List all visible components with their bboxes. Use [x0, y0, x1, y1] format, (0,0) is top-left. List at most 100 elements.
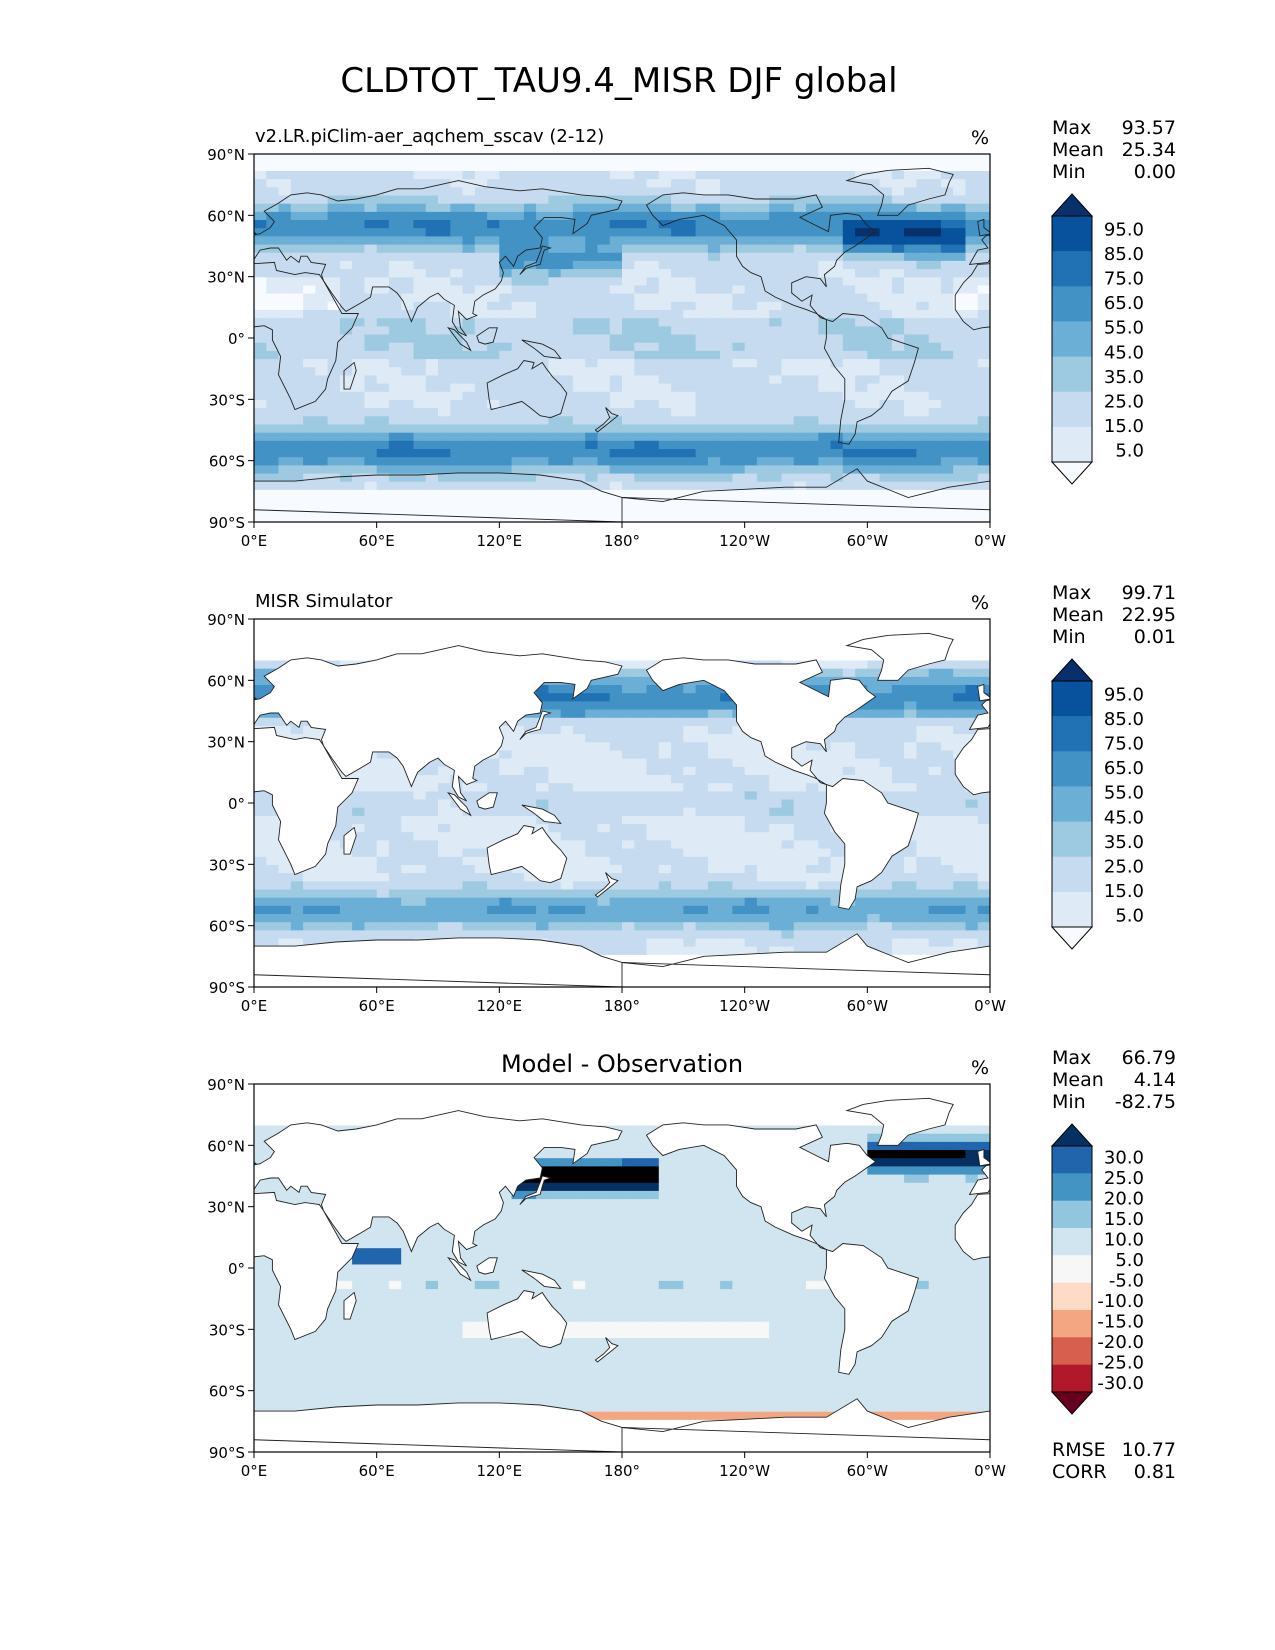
field-cell — [658, 407, 672, 417]
field-cell — [818, 407, 832, 417]
field-cell — [928, 513, 942, 522]
field-cell — [744, 921, 758, 931]
field-cell — [940, 194, 954, 204]
field-cell — [560, 194, 574, 204]
field-cell — [462, 905, 476, 914]
field-cell — [487, 219, 500, 229]
field-cell — [781, 186, 795, 196]
field-cell — [388, 807, 402, 816]
field-cell — [315, 317, 329, 327]
field-cell — [523, 758, 537, 767]
field-cell — [965, 440, 979, 449]
field-cell — [487, 456, 500, 466]
field-cell — [781, 268, 795, 278]
field-cell — [609, 749, 623, 759]
field-cell — [977, 342, 990, 351]
field-cell — [756, 317, 770, 327]
field-cell — [266, 317, 280, 327]
field-cell — [536, 211, 549, 220]
field-cell — [376, 333, 390, 343]
field-cell — [646, 301, 660, 310]
field-cell — [830, 472, 844, 482]
field-cell — [413, 235, 427, 245]
field-cell — [720, 317, 733, 327]
field-cell — [683, 497, 697, 507]
field-cell — [266, 440, 280, 449]
field-cell — [867, 260, 881, 270]
field-cell — [609, 741, 623, 751]
field-cell — [266, 407, 280, 417]
field-cell — [818, 374, 832, 384]
field-cell — [781, 464, 795, 474]
field-cell — [953, 978, 967, 987]
field-cell — [634, 260, 648, 270]
field-cell — [695, 962, 709, 972]
field-cell — [769, 456, 783, 466]
field-cell — [401, 276, 415, 286]
field-cell — [977, 472, 990, 482]
field-cell — [646, 317, 660, 327]
field-cell — [499, 415, 513, 425]
field-cell — [339, 293, 353, 302]
field-cell — [732, 186, 746, 196]
field-cell — [290, 235, 304, 245]
field-cell — [953, 358, 967, 368]
field-cell — [425, 268, 439, 278]
field-cell — [585, 276, 599, 286]
field-cell — [793, 782, 807, 792]
field-cell — [720, 790, 733, 800]
field-cell — [560, 798, 574, 808]
field-cell — [953, 415, 967, 425]
lon-tick-label: 120°W — [719, 532, 770, 550]
field-cell — [462, 162, 476, 171]
land-outline — [0, 193, 140, 320]
field-cell — [450, 839, 464, 849]
field-cell — [940, 905, 954, 914]
field-cell — [781, 178, 795, 188]
field-cell — [781, 317, 795, 327]
field-cell — [916, 497, 930, 507]
field-cell — [425, 252, 439, 261]
field-cell — [499, 284, 513, 294]
field-cell — [254, 856, 267, 865]
field-cell — [622, 456, 635, 466]
field-cell — [842, 929, 856, 939]
field-cell — [401, 325, 415, 335]
field-cell — [855, 186, 868, 196]
field-cell — [904, 848, 917, 857]
field-cell — [523, 782, 537, 792]
field-cell — [572, 301, 586, 310]
field-cell — [388, 839, 402, 849]
field-cell — [855, 194, 868, 204]
field-cell — [536, 448, 549, 458]
field-cell — [855, 211, 868, 220]
field-cell — [376, 268, 390, 278]
field-cell — [474, 366, 488, 376]
field-cell — [855, 358, 868, 368]
field-cell — [376, 481, 390, 490]
field-cell — [290, 872, 304, 882]
field-cell — [622, 317, 635, 327]
field-cell — [879, 203, 893, 212]
field-cell — [683, 211, 697, 220]
field-cell — [744, 211, 758, 220]
field-cell — [388, 905, 402, 914]
field-cell — [609, 154, 623, 163]
field-cell — [867, 366, 881, 376]
field-cell — [585, 342, 599, 351]
field-cell — [511, 749, 525, 759]
field-cell — [965, 366, 979, 376]
field-cell — [388, 211, 402, 220]
field-cell — [891, 342, 905, 351]
field-cell — [585, 497, 599, 507]
field-cell — [327, 293, 341, 302]
field-cell — [720, 448, 733, 458]
field-cell — [781, 154, 795, 163]
field-cell — [953, 194, 967, 204]
field-cell — [904, 954, 917, 964]
field-cell — [254, 260, 267, 270]
field-cell — [413, 317, 427, 327]
field-cell — [254, 790, 267, 800]
field-cell — [487, 366, 500, 376]
field-cell — [511, 448, 525, 458]
